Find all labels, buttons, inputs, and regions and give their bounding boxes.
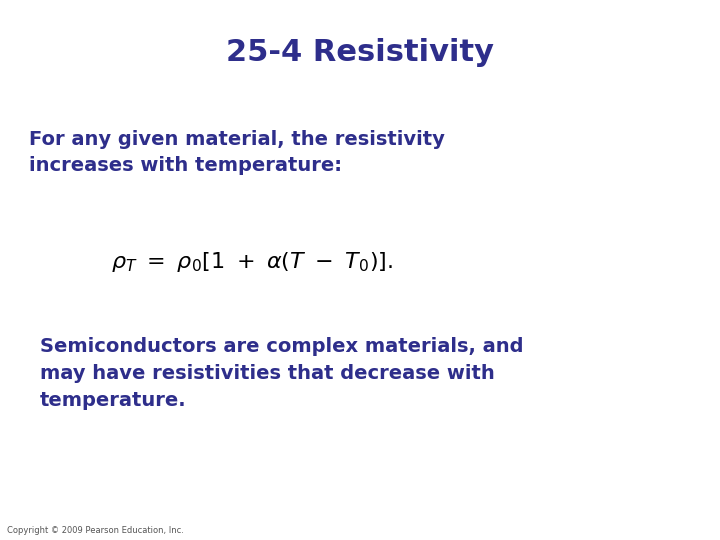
Text: Semiconductors are complex materials, and
may have resistivities that decrease w: Semiconductors are complex materials, an… <box>40 338 523 409</box>
Text: $\rho_T \ = \ \rho_0[1 \ + \ \alpha(T \ - \ T_0)].$: $\rho_T \ = \ \rho_0[1 \ + \ \alpha(T \ … <box>111 250 393 274</box>
Text: For any given material, the resistivity
increases with temperature:: For any given material, the resistivity … <box>29 130 445 175</box>
Text: Copyright © 2009 Pearson Education, Inc.: Copyright © 2009 Pearson Education, Inc. <box>7 525 184 535</box>
Text: 25-4 Resistivity: 25-4 Resistivity <box>226 38 494 67</box>
